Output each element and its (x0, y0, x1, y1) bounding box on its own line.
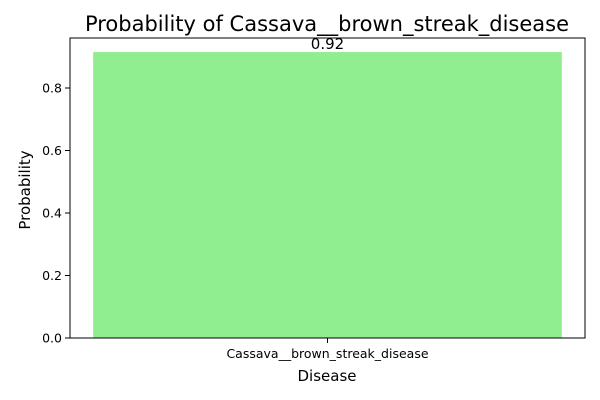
x-axis-label: Disease (298, 367, 357, 385)
y-tick-label: 0.2 (42, 268, 62, 283)
y-tick-label: 0.6 (42, 143, 62, 158)
plot-frame (69, 37, 586, 339)
y-tick-label: 0.8 (42, 81, 62, 96)
data-label: 0.92 (311, 35, 344, 53)
y-axis-label: Probability (16, 150, 34, 229)
y-tick-label: 0.4 (42, 206, 62, 221)
chart-title: Probability of Cassava__brown_streak_dis… (85, 12, 569, 37)
plot-area: 0.92 Cassava__brown_streak_disease 0.0 0.2 0… (42, 35, 586, 361)
y-tick-label: 0.0 (42, 331, 62, 346)
bar (93, 52, 562, 338)
x-tick-label: Cassava__brown_streak_disease (226, 346, 428, 361)
